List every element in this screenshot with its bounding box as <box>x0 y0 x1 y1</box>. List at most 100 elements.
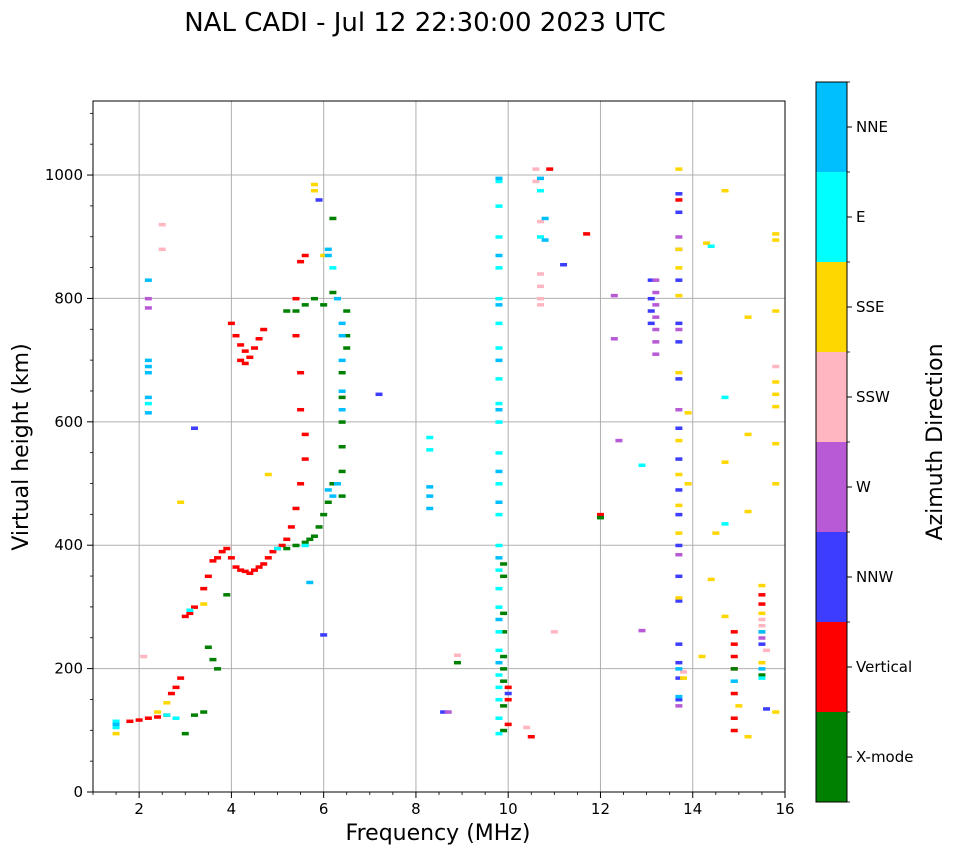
colorbar-swatch <box>816 532 847 622</box>
data-point <box>301 540 309 545</box>
colorbar-swatch <box>816 622 847 712</box>
data-point <box>500 704 508 708</box>
data-point <box>274 546 282 551</box>
data-point <box>615 438 623 443</box>
y-tick-label: 200 <box>54 660 83 678</box>
data-point <box>495 296 503 301</box>
data-point <box>237 358 245 363</box>
x-tick-label: 2 <box>134 800 144 818</box>
data-point <box>232 333 240 338</box>
data-point <box>675 660 683 665</box>
data-point <box>135 718 143 722</box>
data-point <box>186 608 194 612</box>
data-point <box>721 395 729 400</box>
data-point <box>758 593 766 597</box>
data-point <box>763 648 771 653</box>
data-point <box>495 176 503 181</box>
data-point <box>772 364 780 369</box>
data-point <box>495 235 503 239</box>
data-point <box>647 321 655 326</box>
data-point <box>495 673 503 677</box>
data-point <box>237 568 245 572</box>
data-point <box>758 583 766 588</box>
data-point <box>172 716 180 720</box>
data-point <box>241 361 249 366</box>
data-point <box>675 512 683 517</box>
data-point <box>500 654 508 659</box>
data-point <box>675 694 683 699</box>
data-point <box>297 370 305 375</box>
data-point <box>453 660 461 665</box>
data-point <box>204 574 212 579</box>
data-point <box>255 337 263 341</box>
colorbar-label-item: Vertical <box>856 658 912 676</box>
data-point <box>297 482 305 486</box>
data-point <box>495 303 503 307</box>
data-point <box>758 676 766 680</box>
data-point <box>343 346 351 350</box>
data-point <box>758 623 766 628</box>
data-point <box>675 642 683 646</box>
data-point <box>453 653 461 658</box>
data-point <box>536 303 544 307</box>
data-point <box>338 321 346 326</box>
series-nnw <box>190 192 771 714</box>
data-point <box>338 407 346 412</box>
data-point <box>675 531 683 535</box>
x-tick-label: 8 <box>411 800 421 818</box>
data-point <box>495 358 503 363</box>
data-point <box>144 401 152 406</box>
data-point <box>223 593 231 597</box>
data-point <box>541 238 549 242</box>
data-point <box>536 296 544 301</box>
data-point <box>495 253 503 258</box>
data-point <box>772 238 780 242</box>
data-point <box>546 167 554 171</box>
data-point <box>721 460 729 464</box>
data-point <box>675 596 683 600</box>
series-vertical <box>126 167 766 739</box>
data-point <box>440 710 448 714</box>
data-point <box>675 327 683 332</box>
data-point <box>246 571 254 575</box>
data-point <box>675 457 683 461</box>
data-point <box>675 192 683 196</box>
data-point <box>144 370 152 375</box>
data-point <box>297 259 305 264</box>
data-point <box>287 525 295 529</box>
data-point <box>426 494 434 498</box>
data-point <box>301 543 309 548</box>
data-point <box>500 728 508 733</box>
data-point <box>541 216 549 221</box>
data-point <box>495 716 503 720</box>
data-point <box>320 633 328 637</box>
data-point <box>246 355 254 360</box>
data-point <box>698 654 706 659</box>
data-point <box>310 188 318 193</box>
data-point <box>772 309 780 313</box>
data-point <box>638 628 646 633</box>
data-point <box>675 198 683 202</box>
data-point <box>504 697 512 702</box>
data-point <box>144 306 152 310</box>
series-e <box>112 179 766 736</box>
data-point <box>675 552 683 557</box>
data-point <box>596 512 604 517</box>
y-axis-label: Virtual height (km) <box>9 343 34 550</box>
data-point <box>495 420 503 424</box>
data-point <box>504 691 512 696</box>
data-point <box>675 235 683 239</box>
data-point <box>495 586 503 591</box>
data-point <box>652 340 660 344</box>
data-point <box>772 404 780 409</box>
data-point <box>163 701 171 705</box>
data-point <box>758 667 766 671</box>
data-point <box>495 179 503 184</box>
data-point <box>675 167 683 171</box>
data-point <box>250 346 258 350</box>
data-point <box>200 602 208 606</box>
data-point <box>652 290 660 295</box>
data-point <box>583 232 591 236</box>
colorbar-swatch <box>816 352 847 442</box>
data-point <box>675 266 683 270</box>
